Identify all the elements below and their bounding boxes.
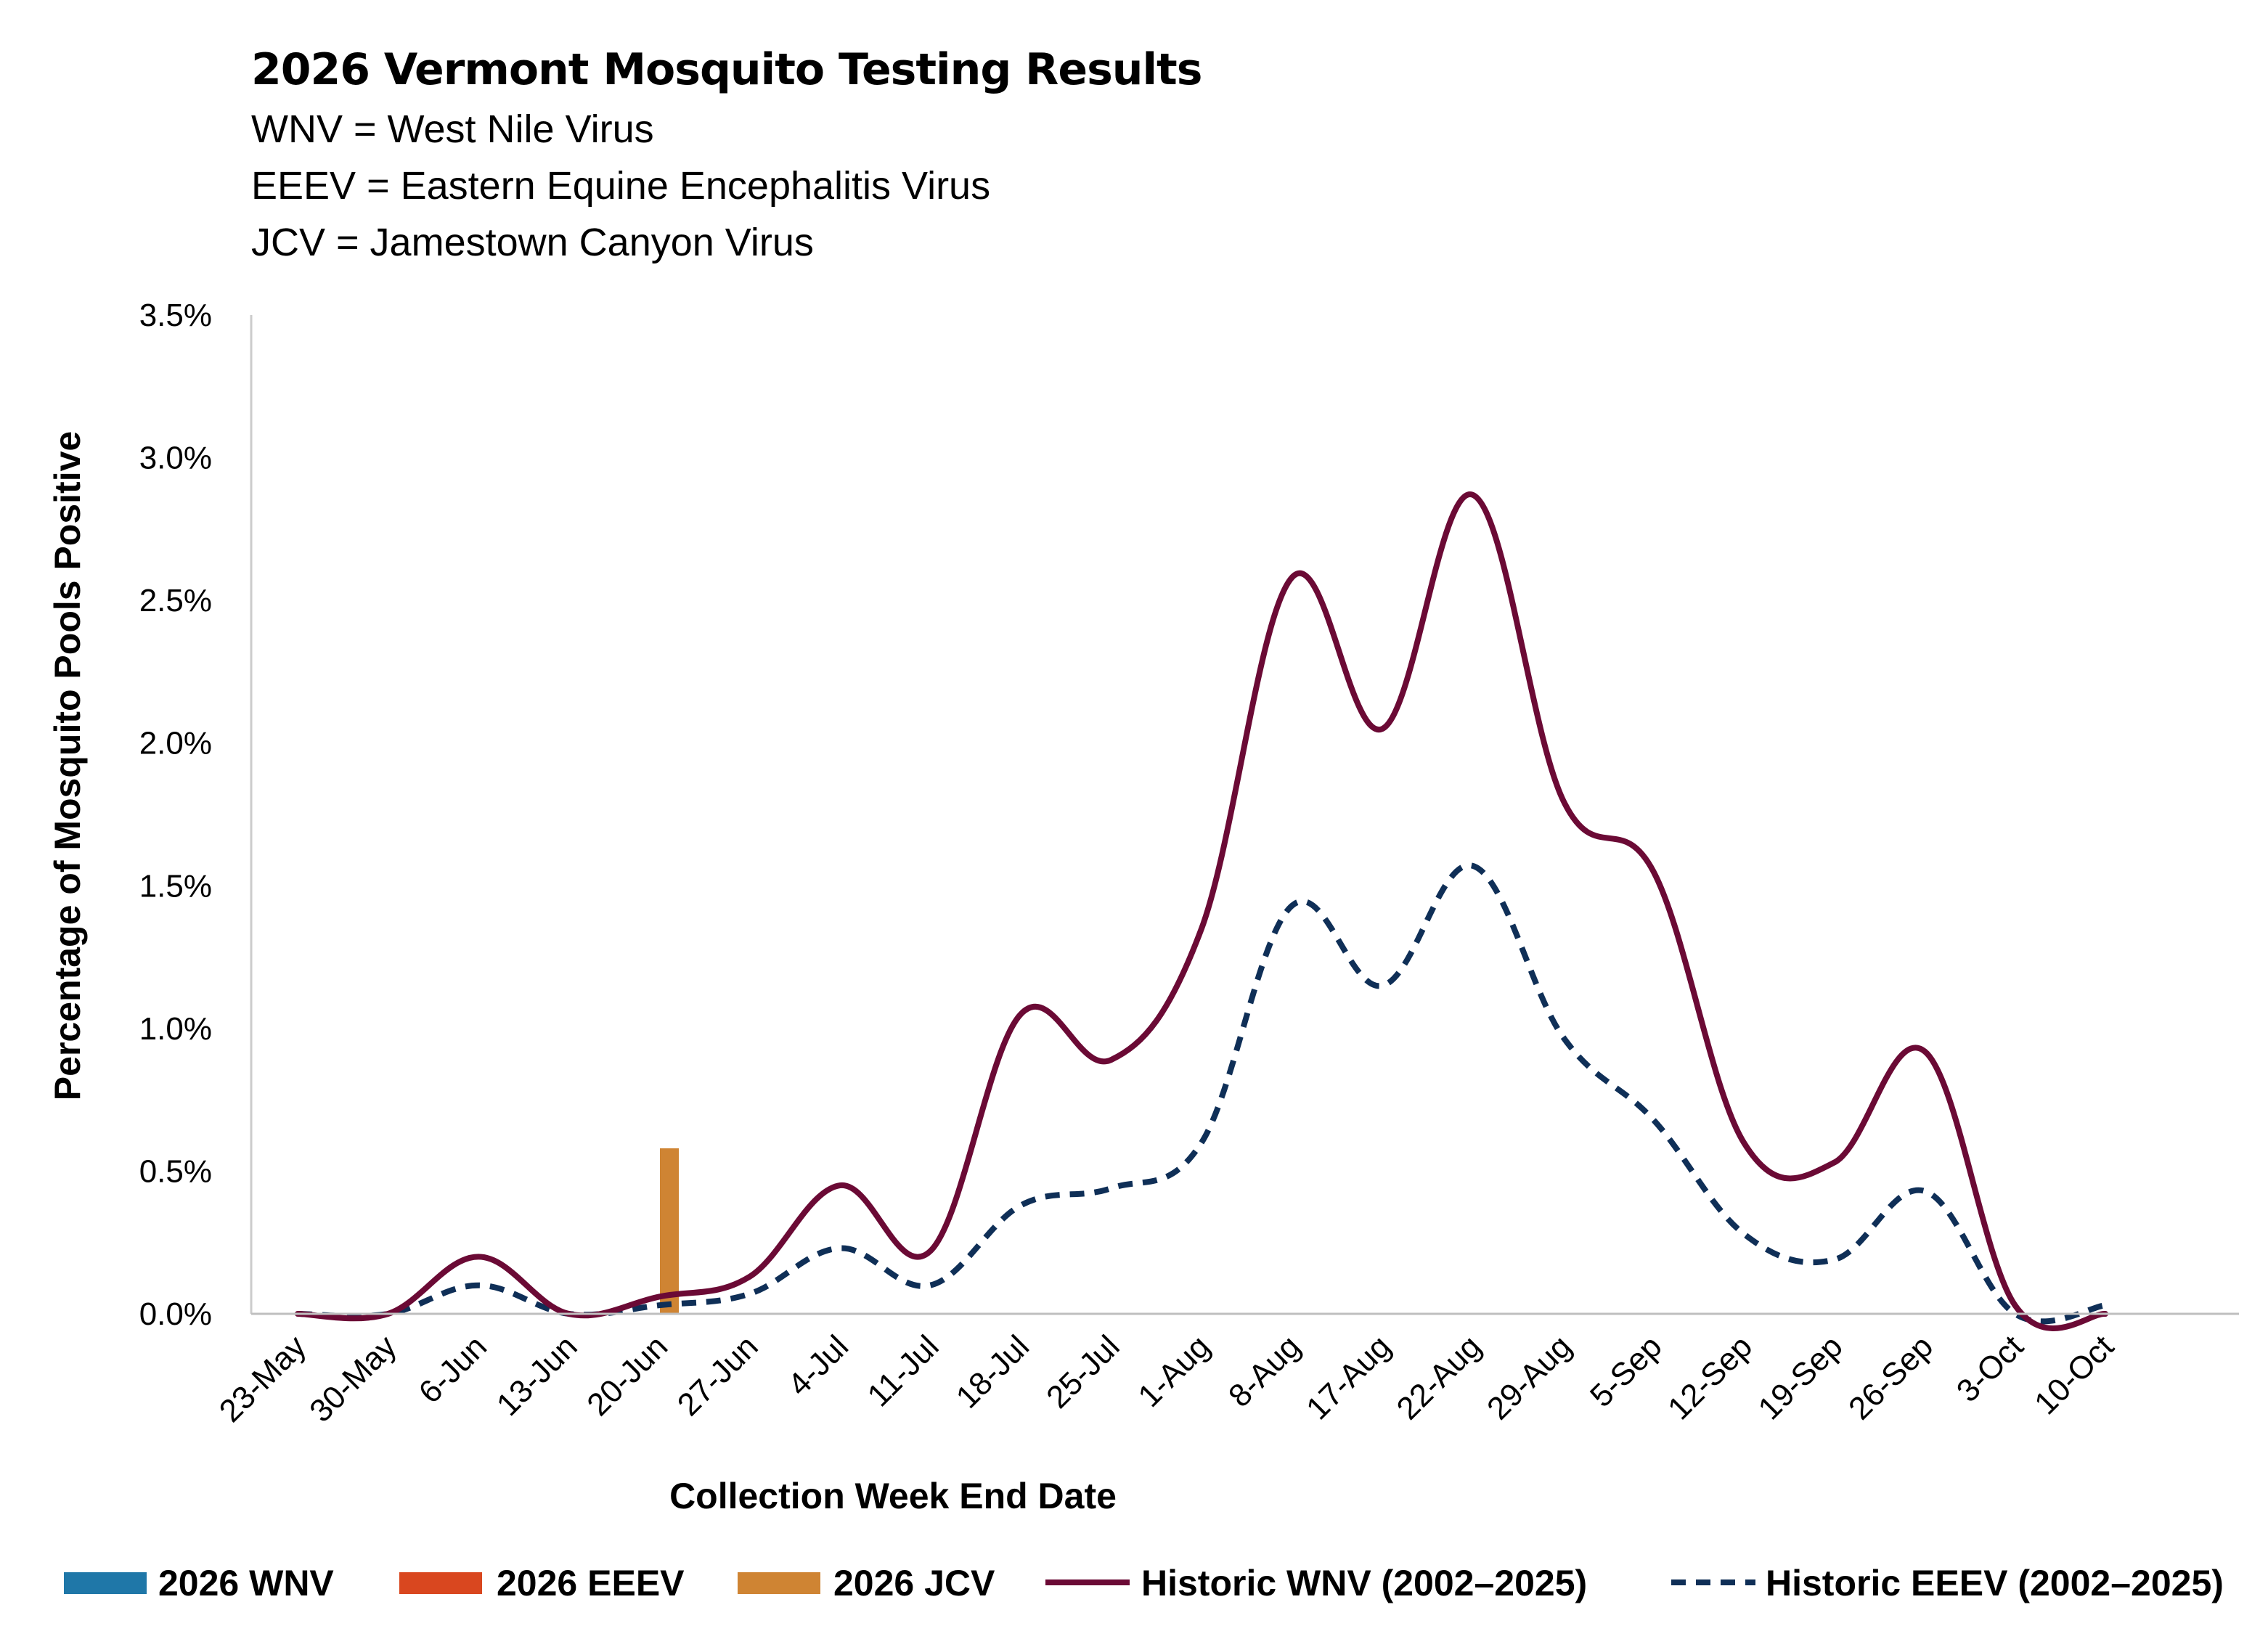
x-tick-label: 25-Jul <box>1040 1328 1126 1415</box>
line-historic-eeev-2002-2025 <box>297 862 2106 1325</box>
legend-swatch-2026-jcv <box>738 1572 820 1594</box>
x-tick-label: 30-May <box>303 1328 403 1429</box>
x-tick-label: 8-Aug <box>1222 1328 1308 1414</box>
x-tick-label: 1-Aug <box>1131 1328 1217 1414</box>
legend-label-historic-eeev: Historic EEEV (2002–2025) <box>1766 1563 2224 1603</box>
legend-label-2026-jcv: 2026 JCV <box>833 1563 995 1603</box>
x-tick-label: 11-Jul <box>860 1328 945 1413</box>
x-tick-label: 18-Jul <box>950 1328 1036 1415</box>
legend-label-historic-wnv: Historic WNV (2002–2025) <box>1141 1563 1587 1603</box>
legend-label-2026-wnv: 2026 WNV <box>158 1563 334 1603</box>
legend: 2026 WNV 2026 EEEV 2026 JCV Historic WNV… <box>64 1563 2224 1603</box>
y-tick-label: 0.0% <box>139 1296 212 1332</box>
x-tick-label: 20-Jun <box>580 1328 674 1423</box>
x-tick-label: 5-Sep <box>1583 1328 1669 1414</box>
x-tick-label: 4-Jul <box>781 1328 855 1402</box>
subtitle-line-3: JCV = Jamestown Canyon Virus <box>251 221 814 264</box>
x-tick-label: 23-May <box>213 1328 313 1429</box>
x-tick-label: 12-Sep <box>1661 1328 1759 1426</box>
x-tick-label: 26-Sep <box>1842 1328 1940 1426</box>
plot-area <box>295 491 2108 1331</box>
legend-swatch-2026-eeev <box>399 1572 482 1594</box>
y-tick-label: 2.5% <box>139 583 212 618</box>
x-tick-label: 19-Sep <box>1752 1328 1850 1426</box>
line-historic-wnv-2002-2025 <box>295 491 2108 1331</box>
x-tick-label: 3-Oct <box>1950 1328 2031 1409</box>
chart-title: 2026 Vermont Mosquito Testing Results <box>251 44 1202 95</box>
y-tick-labels: 0.0% 0.5% 1.0% 1.5% 2.0% 2.5% 3.0% 3.5% <box>139 298 212 1332</box>
x-tick-label: 29-Aug <box>1480 1328 1578 1426</box>
x-tick-label: 6-Jun <box>412 1328 494 1410</box>
legend-label-2026-eeev: 2026 EEEV <box>497 1563 685 1603</box>
legend-swatch-2026-wnv <box>64 1572 147 1594</box>
subtitle-line-2: EEEV = Eastern Equine Encephalitis Virus <box>251 164 990 208</box>
x-tick-label: 17-Aug <box>1300 1328 1398 1426</box>
y-axis-title: Percentage of Mosquito Pools Positive <box>47 431 88 1100</box>
y-tick-label: 1.5% <box>139 868 212 904</box>
y-tick-label: 2.0% <box>139 726 212 761</box>
x-tick-label: 13-Jun <box>490 1328 584 1423</box>
x-axis-title: Collection Week End Date <box>669 1476 1117 1516</box>
y-tick-label: 0.5% <box>139 1153 212 1189</box>
y-tick-label: 3.5% <box>139 298 212 333</box>
bar-2026-jcv <box>660 1148 679 1314</box>
x-tick-label: 10-Oct <box>2028 1328 2121 1421</box>
subtitle-line-1: WNV = West Nile Virus <box>251 107 654 151</box>
y-tick-label: 3.0% <box>139 441 212 476</box>
x-tick-label: 22-Aug <box>1390 1328 1488 1426</box>
y-tick-label: 1.0% <box>139 1011 212 1047</box>
x-tick-label: 27-Jun <box>671 1328 765 1423</box>
